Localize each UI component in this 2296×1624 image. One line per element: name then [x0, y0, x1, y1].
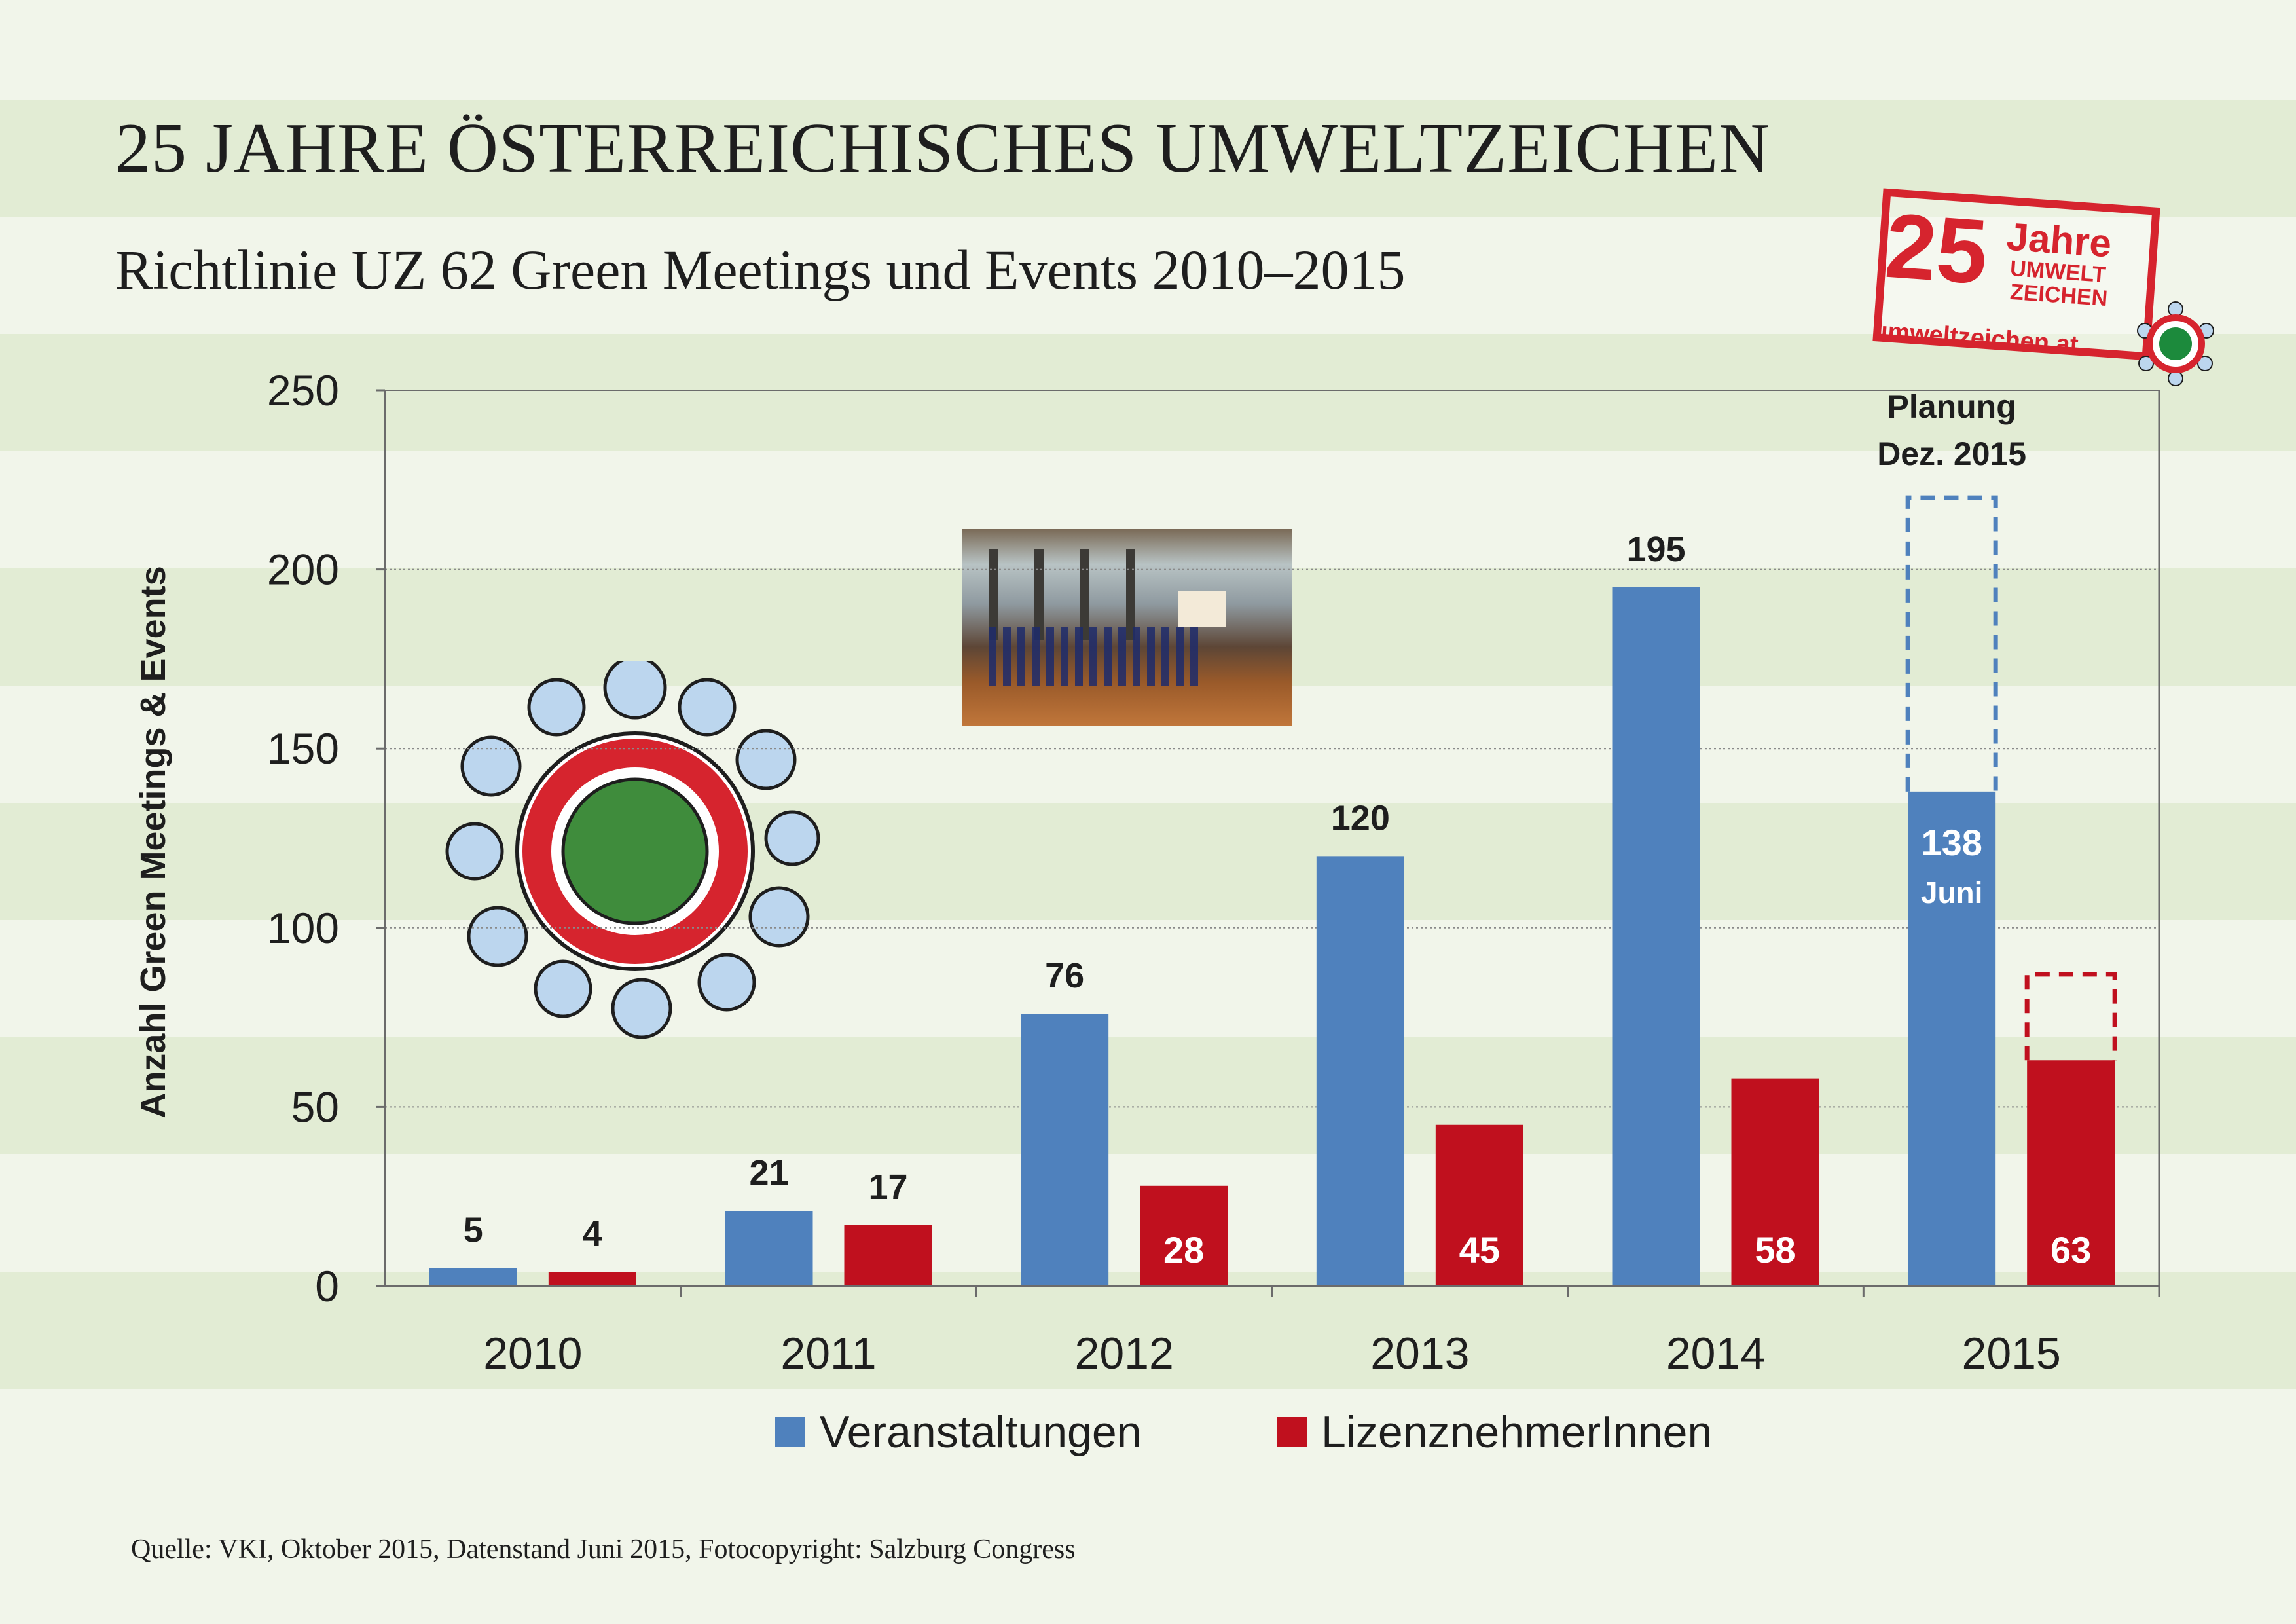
data-label: 195 — [1626, 530, 1685, 569]
planned-outline-veranstaltungen — [1905, 495, 1998, 792]
data-label: 17 — [868, 1168, 907, 1207]
legend-label: Veranstaltungen — [820, 1407, 1142, 1457]
bar-veranstaltungen — [1612, 587, 1700, 1287]
data-label: 58 — [1755, 1229, 1795, 1270]
y-tick-label: 150 — [267, 724, 339, 773]
y-tick-label: 50 — [291, 1082, 339, 1131]
x-tick-label: 2011 — [780, 1329, 876, 1378]
planned-label-line2: Dez. 2015 — [1877, 435, 2026, 472]
bar-lizenznehmerinnen — [2027, 1060, 2115, 1286]
bar-veranstaltungen — [725, 1211, 813, 1286]
bar-veranstaltungen — [429, 1268, 517, 1286]
bar-lizenznehmerinnen — [1731, 1078, 1819, 1286]
y-axis-label: Anzahl Green Meetings & Events — [134, 566, 173, 1118]
source-note: Quelle: VKI, Oktober 2015, Datenstand Ju… — [131, 1534, 1076, 1564]
bar-veranstaltungen — [1316, 856, 1404, 1286]
data-label: 63 — [2050, 1229, 2091, 1270]
x-tick-label: 2014 — [1666, 1329, 1765, 1378]
x-tick-label: 2015 — [1962, 1329, 2061, 1378]
bar-veranstaltungen — [1908, 791, 1996, 1286]
data-label: 120 — [1331, 798, 1390, 838]
x-tick-label: 2010 — [483, 1329, 582, 1378]
y-tick-label: 200 — [267, 545, 339, 594]
bar-lizenznehmerinnen — [1435, 1124, 1523, 1286]
planned-outline-lizenznehmerinnen — [2024, 972, 2117, 1061]
legend-label: LizenznehmerInnen — [1321, 1407, 1712, 1457]
congress-hall-photo — [962, 529, 1292, 726]
x-tick-label: 2012 — [1075, 1329, 1174, 1378]
bar-lizenznehmerinnen — [844, 1225, 932, 1286]
umweltzeichen-logo — [445, 661, 820, 1039]
badge-number: 25 — [1882, 193, 1992, 304]
page-subtitle: Richtlinie UZ 62 Green Meetings und Even… — [115, 238, 1406, 301]
data-label: 5 — [464, 1211, 483, 1250]
badge-logo-icon — [2137, 301, 2214, 386]
page-title: 25 JAHRE ÖSTERREICHISCHES UMWELTZEICHEN — [115, 109, 1771, 187]
y-tick-label: 250 — [267, 366, 339, 415]
data-label: 28 — [1163, 1229, 1204, 1270]
bar-veranstaltungen — [1021, 1014, 1109, 1286]
y-tick-label: 100 — [267, 904, 339, 952]
legend-swatch — [775, 1417, 805, 1447]
anniversary-badge: 25 Jahre UMWELT ZEICHEN umweltzeichen.at — [1859, 183, 2226, 406]
data-label: 21 — [749, 1153, 788, 1192]
legend-swatch — [1277, 1417, 1307, 1447]
planned-label-line1: Planung — [1887, 388, 2016, 425]
x-tick-label: 2013 — [1370, 1329, 1469, 1378]
data-label: 76 — [1045, 956, 1084, 995]
y-tick-label: 0 — [315, 1262, 339, 1310]
data-label: 138 — [1921, 822, 1982, 863]
data-label: 45 — [1459, 1229, 1500, 1270]
bar-lizenznehmerinnen — [1140, 1185, 1228, 1286]
bar-lizenznehmerinnen — [548, 1272, 636, 1286]
bar-annotation: Juni — [1921, 876, 1983, 910]
data-label: 4 — [583, 1214, 602, 1253]
